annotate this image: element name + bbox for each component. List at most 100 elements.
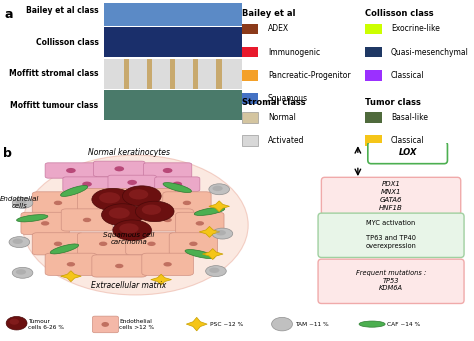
Circle shape [99,197,107,202]
FancyBboxPatch shape [92,255,146,277]
FancyBboxPatch shape [92,316,118,333]
Text: Immunogenic: Immunogenic [268,48,320,57]
Bar [365,135,382,146]
Circle shape [164,262,172,267]
FancyBboxPatch shape [318,259,464,303]
FancyBboxPatch shape [368,142,447,164]
Circle shape [147,241,155,246]
Circle shape [9,237,30,248]
Bar [242,24,258,34]
Polygon shape [186,317,207,331]
FancyBboxPatch shape [142,209,193,231]
Text: Endothelial
cells >12 %: Endothelial cells >12 % [119,319,155,329]
Text: Classical: Classical [391,71,425,80]
Circle shape [122,186,161,206]
FancyBboxPatch shape [61,209,113,231]
FancyBboxPatch shape [144,163,192,178]
Bar [242,112,258,123]
Bar [124,59,129,89]
Text: Classical: Classical [391,136,425,145]
Circle shape [67,262,75,267]
Bar [365,70,382,81]
Circle shape [41,221,49,226]
Circle shape [92,188,134,211]
FancyBboxPatch shape [128,189,176,211]
Text: Collisson class: Collisson class [365,10,434,18]
Bar [365,112,382,123]
Bar [103,59,242,89]
Text: b: b [3,147,12,160]
FancyBboxPatch shape [77,233,129,255]
Text: Moffitt tumour class: Moffitt tumour class [10,101,99,110]
Circle shape [54,201,62,205]
Text: Pancreatic-Progenitor: Pancreatic-Progenitor [268,71,350,80]
Circle shape [272,317,292,331]
Ellipse shape [23,155,248,295]
Polygon shape [151,274,172,285]
Circle shape [113,220,152,240]
Ellipse shape [194,207,225,216]
FancyBboxPatch shape [32,233,84,255]
Circle shape [114,166,124,172]
FancyBboxPatch shape [77,189,129,211]
Circle shape [9,318,19,325]
Ellipse shape [163,182,191,193]
Polygon shape [209,201,229,212]
FancyBboxPatch shape [176,212,224,235]
Ellipse shape [61,186,88,196]
Text: Activated: Activated [268,136,304,145]
FancyBboxPatch shape [142,253,193,276]
FancyBboxPatch shape [321,177,461,215]
FancyBboxPatch shape [169,233,218,255]
Text: Bailey et al class: Bailey et al class [26,6,99,15]
FancyBboxPatch shape [45,253,97,276]
Polygon shape [202,249,223,260]
Circle shape [99,241,107,246]
Text: Frequent mutations :
TP53
KDM6A: Frequent mutations : TP53 KDM6A [356,270,426,291]
Text: CAF ~14 %: CAF ~14 % [387,322,420,327]
Circle shape [12,197,33,208]
FancyBboxPatch shape [155,177,200,191]
Circle shape [82,181,92,187]
Text: Basal-like: Basal-like [391,113,428,122]
Circle shape [216,230,226,236]
FancyBboxPatch shape [45,163,97,178]
FancyBboxPatch shape [318,213,464,257]
Circle shape [66,168,76,173]
Circle shape [101,204,144,226]
Circle shape [163,168,173,173]
Text: LOX: LOX [398,148,417,157]
Text: Normal: Normal [268,113,296,122]
Bar [242,47,258,57]
Circle shape [136,201,174,222]
Ellipse shape [185,250,215,258]
Bar [242,93,258,104]
Circle shape [101,322,109,327]
Text: ADEX: ADEX [268,25,289,33]
Circle shape [6,316,27,330]
Text: PSC ~12 %: PSC ~12 % [210,322,243,327]
Ellipse shape [17,214,48,222]
Circle shape [209,184,229,195]
Text: Bailey et al: Bailey et al [242,10,295,18]
Ellipse shape [359,321,385,327]
FancyBboxPatch shape [63,177,111,191]
Bar [365,24,382,34]
Text: Squamous: Squamous [268,94,308,103]
Circle shape [189,241,198,246]
Bar [146,59,153,89]
Text: MYC activation

TP63 and TP40
overexpression: MYC activation TP63 and TP40 overexpress… [365,220,417,249]
Text: Normal keratinocytes: Normal keratinocytes [88,148,170,157]
FancyBboxPatch shape [108,175,156,190]
Text: Stromal class: Stromal class [242,98,305,107]
FancyBboxPatch shape [93,161,145,177]
FancyBboxPatch shape [32,192,84,214]
Text: a: a [5,8,13,21]
Circle shape [212,186,223,191]
Text: Exocrine-like: Exocrine-like [391,25,440,33]
Text: Moffitt stromal class: Moffitt stromal class [9,70,99,78]
Ellipse shape [50,244,79,254]
Text: Tumour
cells 6-26 %: Tumour cells 6-26 % [28,319,64,329]
Polygon shape [199,226,220,237]
Polygon shape [61,271,81,282]
